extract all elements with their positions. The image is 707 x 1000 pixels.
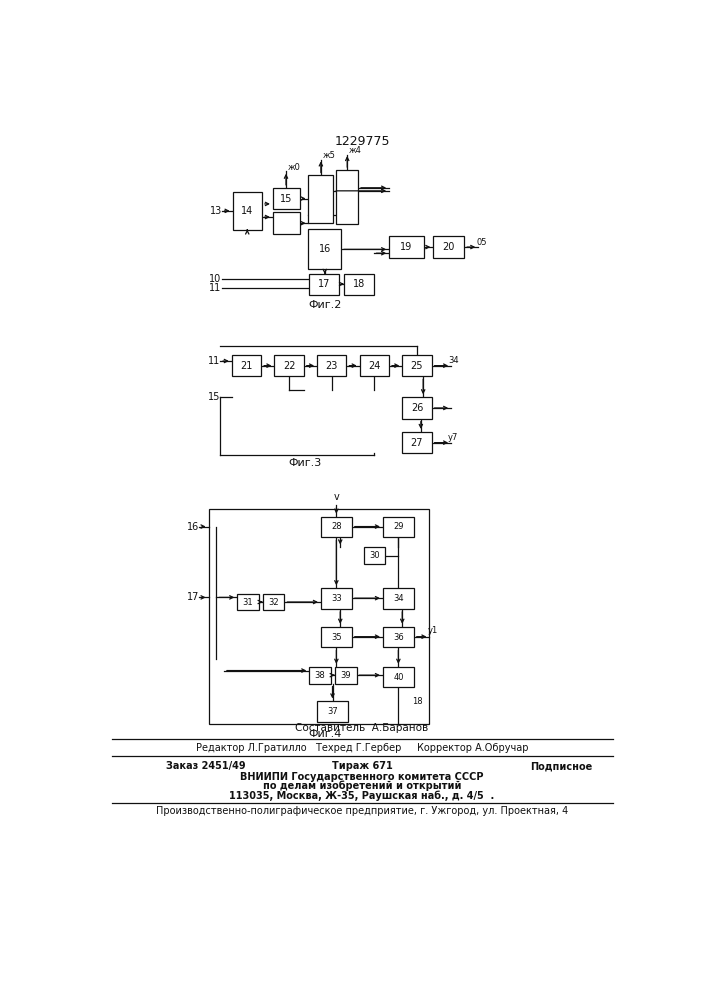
Bar (383, 517, 414, 537)
Bar (433, 236, 464, 258)
Text: 37: 37 (327, 707, 338, 716)
Bar (309, 667, 331, 684)
Text: 18: 18 (412, 697, 423, 706)
Text: 24: 24 (368, 361, 380, 371)
Bar (321, 627, 352, 647)
Bar (321, 517, 352, 537)
Text: 10: 10 (209, 274, 221, 284)
Text: Тираж 671: Тираж 671 (332, 761, 392, 771)
Bar (308, 175, 333, 223)
Bar (233, 192, 262, 230)
Text: Редактор Л.Гратилло   Техред Г.Гербер     Корректор А.Обручар: Редактор Л.Гратилло Техред Г.Гербер Корр… (196, 743, 528, 753)
Text: 25: 25 (411, 361, 423, 371)
Bar (383, 588, 414, 609)
Text: 38: 38 (315, 671, 325, 680)
Text: 13: 13 (210, 206, 223, 216)
Text: 29: 29 (393, 522, 404, 531)
Text: у7: у7 (448, 433, 459, 442)
Bar (337, 170, 358, 224)
Text: по делам изобретений и открытий: по делам изобретений и открытий (263, 781, 461, 791)
Text: 17: 17 (187, 592, 199, 602)
Text: ж5: ж5 (322, 151, 335, 160)
Bar (209, 509, 429, 724)
Text: 22: 22 (283, 361, 296, 371)
Text: 15: 15 (208, 392, 220, 402)
Bar (309, 274, 339, 295)
Text: 23: 23 (325, 361, 338, 371)
Text: Заказ 2451/49: Заказ 2451/49 (166, 761, 245, 771)
Text: 21: 21 (240, 361, 252, 371)
Bar (363, 547, 385, 564)
Bar (274, 355, 304, 376)
Text: 05: 05 (476, 238, 486, 247)
Text: 28: 28 (331, 522, 341, 531)
Bar (335, 667, 356, 684)
Text: ж0: ж0 (288, 163, 300, 172)
Text: 40: 40 (393, 673, 404, 682)
Text: 16: 16 (187, 522, 199, 532)
Text: 26: 26 (411, 403, 423, 413)
Text: 20: 20 (443, 242, 455, 252)
Text: 31: 31 (243, 598, 253, 607)
Bar (273, 188, 300, 209)
Text: ж4: ж4 (349, 146, 362, 155)
Text: ВНИИПИ Государственного комитета СССР: ВНИИПИ Государственного комитета СССР (240, 772, 484, 782)
Text: 34: 34 (393, 594, 404, 603)
Bar (273, 212, 300, 234)
Text: 18: 18 (353, 279, 365, 289)
Text: 19: 19 (400, 242, 413, 252)
Text: 17: 17 (317, 279, 330, 289)
Text: Фиг.3: Фиг.3 (288, 458, 322, 468)
Text: 32: 32 (268, 598, 279, 607)
Text: 11: 11 (208, 356, 220, 366)
Bar (383, 667, 414, 687)
Text: 30: 30 (369, 551, 380, 560)
Bar (360, 355, 389, 376)
Text: 16: 16 (319, 244, 331, 254)
Bar (317, 355, 346, 376)
Text: у1: у1 (428, 626, 438, 635)
Text: Фиг.4: Фиг.4 (308, 729, 341, 739)
Bar (402, 397, 432, 419)
Bar (389, 236, 424, 258)
Bar (232, 355, 261, 376)
Bar (317, 701, 348, 722)
Text: Производственно-полиграфическое предприятие, г. Ужгород, ул. Проектная, 4: Производственно-полиграфическое предприя… (156, 806, 568, 816)
Text: Фиг.2: Фиг.2 (308, 300, 341, 310)
Bar (344, 274, 373, 295)
Text: Подписное: Подписное (530, 761, 592, 771)
Text: 11: 11 (209, 283, 221, 293)
Bar (402, 432, 432, 453)
Bar (237, 594, 259, 610)
Text: 14: 14 (241, 206, 253, 216)
Bar (321, 588, 352, 609)
Text: 35: 35 (331, 633, 341, 642)
Bar (308, 229, 341, 269)
Text: Составитель  А.Баранов: Составитель А.Баранов (296, 723, 428, 733)
Bar (402, 355, 432, 376)
Text: 34: 34 (448, 356, 459, 365)
Text: 15: 15 (280, 194, 293, 204)
Text: 39: 39 (340, 671, 351, 680)
Text: v: v (334, 492, 339, 502)
Bar (383, 627, 414, 647)
Text: 1229775: 1229775 (334, 135, 390, 148)
Text: 27: 27 (411, 438, 423, 448)
Text: 36: 36 (393, 633, 404, 642)
Text: 33: 33 (331, 594, 341, 603)
Text: 113035, Москва, Ж-35, Раушская наб., д. 4/5  .: 113035, Москва, Ж-35, Раушская наб., д. … (229, 790, 495, 801)
Bar (263, 594, 284, 610)
